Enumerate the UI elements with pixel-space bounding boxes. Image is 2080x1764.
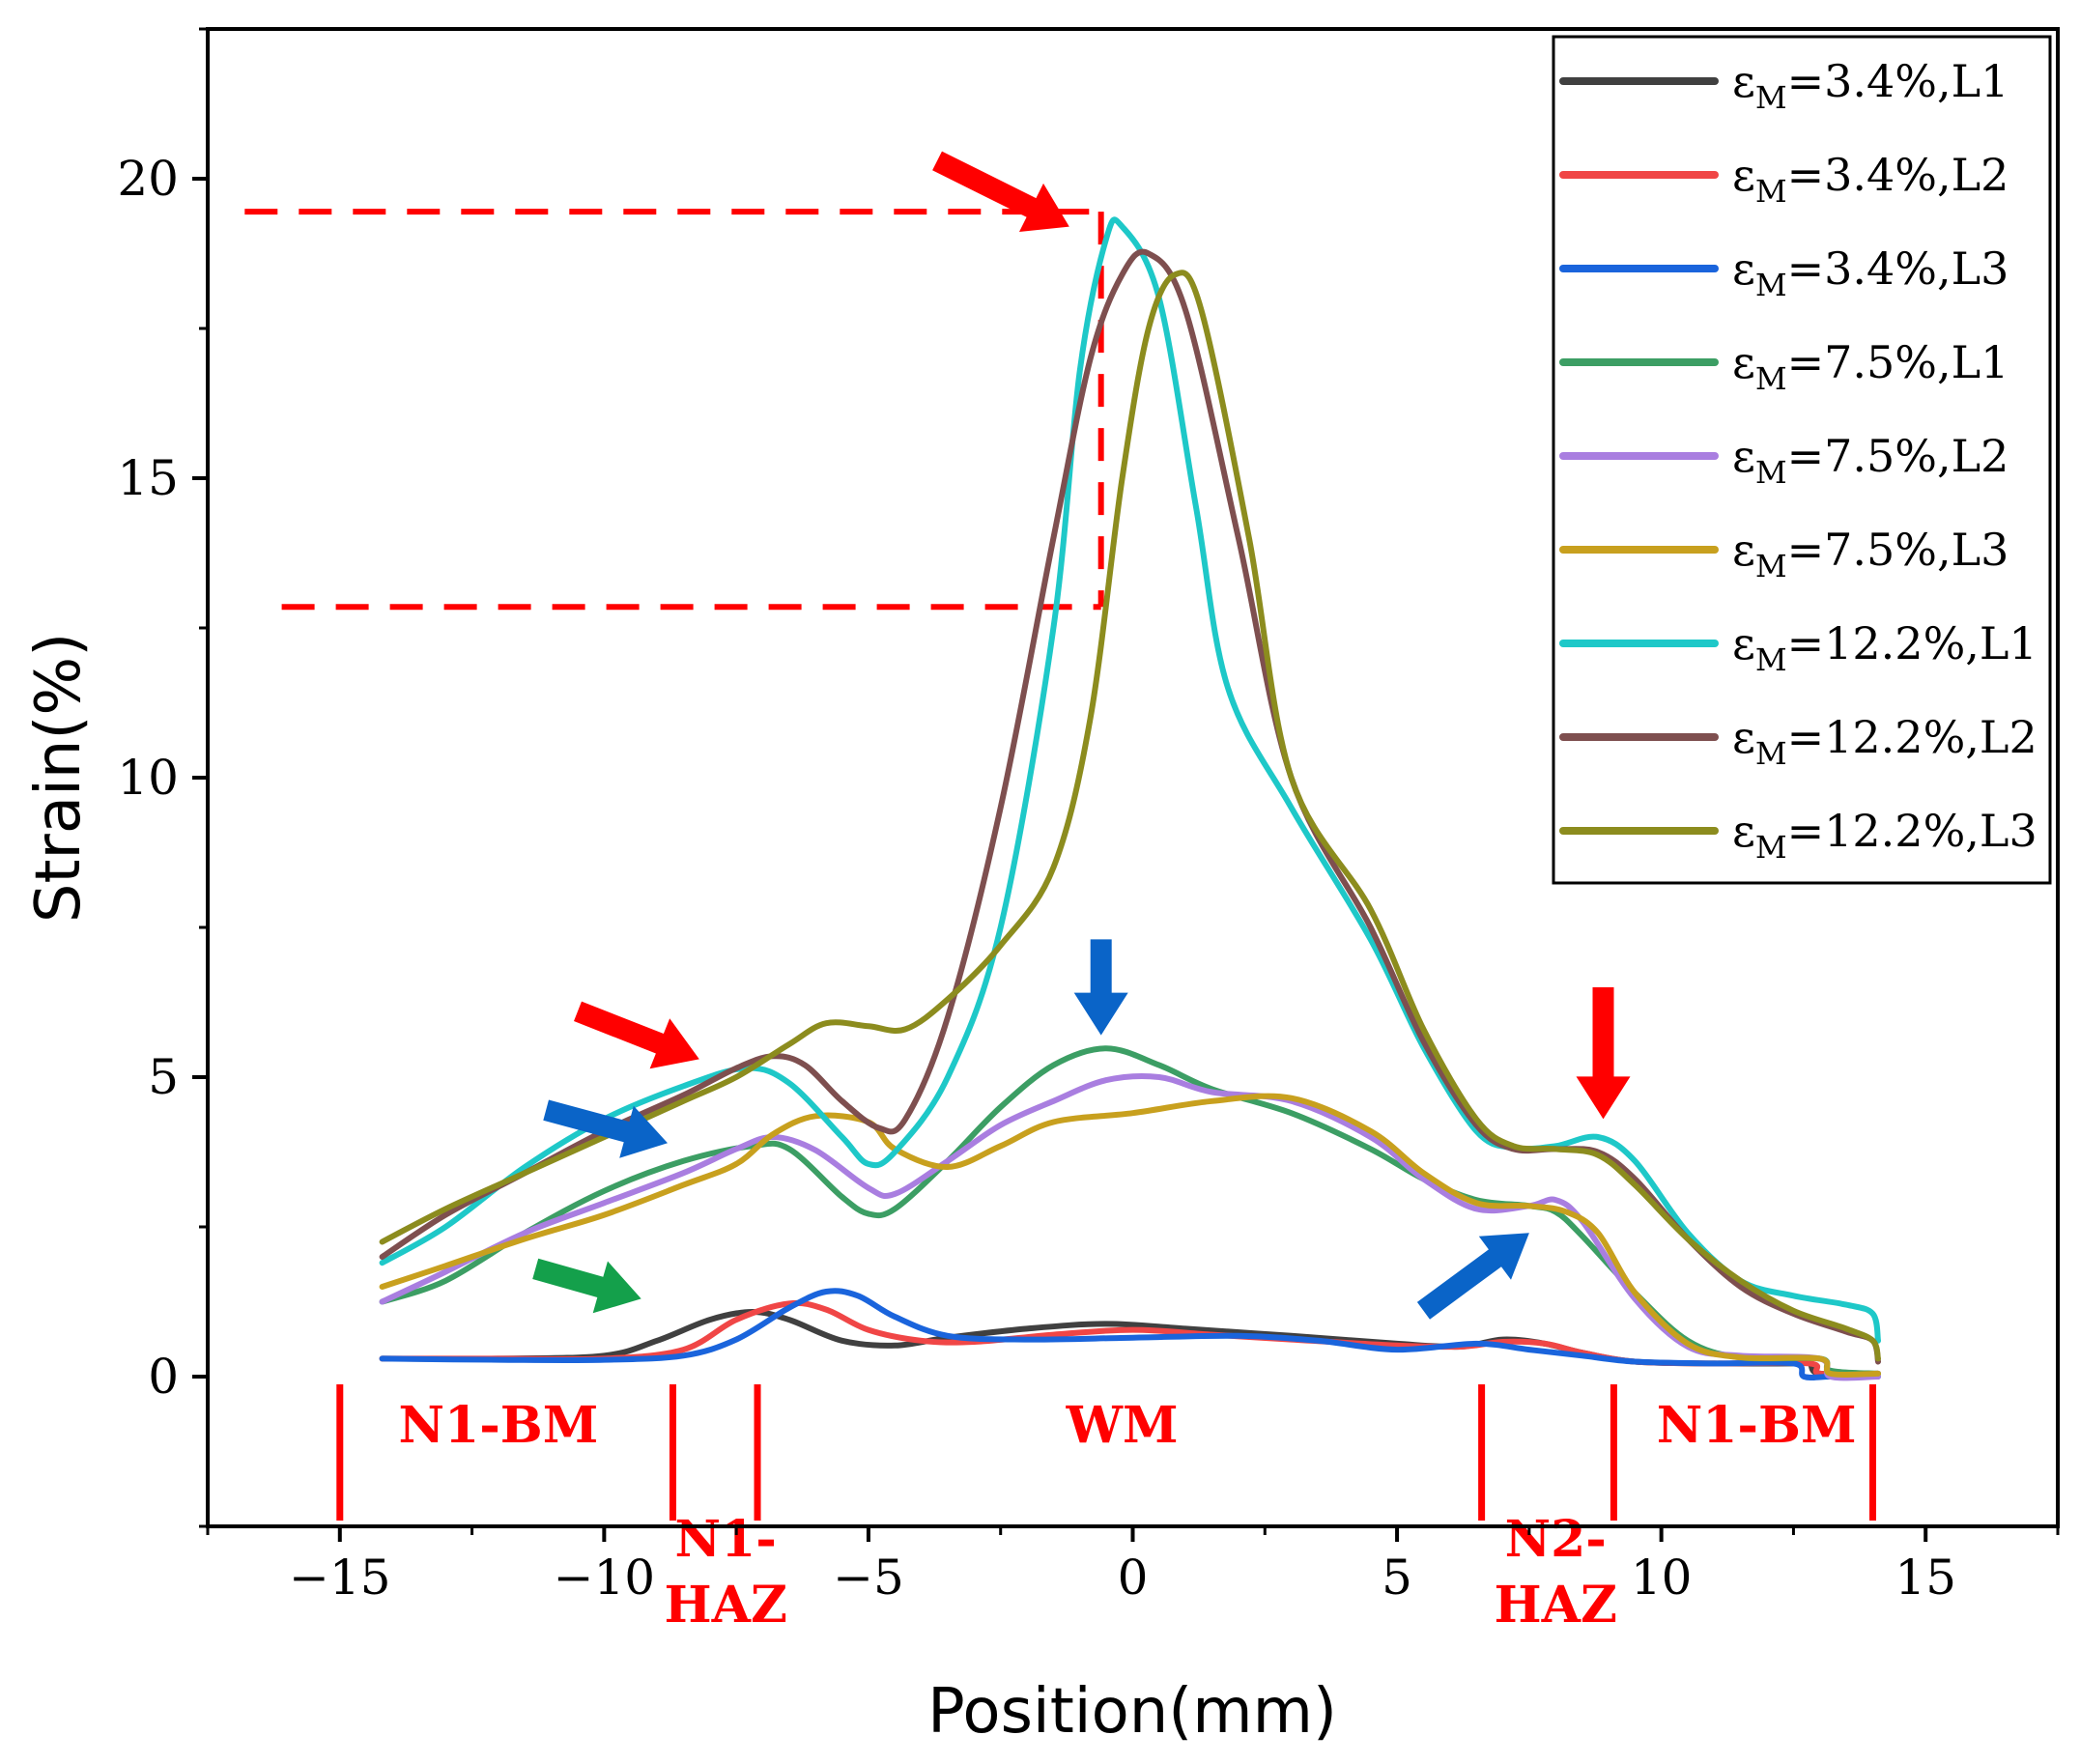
y-tick-label: 15 <box>117 450 179 506</box>
legend: εM=3.4%,L1 εM=3.4%,L2 εM=3.4%,L3 εM=7.5%,L1… <box>1552 35 2052 885</box>
zone-label-5: N2- <box>1505 1510 1607 1569</box>
legend-entry-7: εM=12.2%,L1 <box>1732 617 2037 678</box>
zone-label-2: N1- <box>675 1510 777 1569</box>
x-tick-label: 0 <box>1118 1550 1149 1606</box>
series-line-9 <box>379 270 1881 1362</box>
x-axis-title: Position(mm) <box>927 1676 1337 1748</box>
x-tick-label: 15 <box>1895 1550 1956 1606</box>
series-line-5 <box>379 1072 1881 1381</box>
arrow-3 <box>543 1099 668 1158</box>
dashed-guide-lines <box>244 209 1104 611</box>
y-tick-label: 5 <box>148 1049 179 1105</box>
arrow-4 <box>532 1258 641 1314</box>
series-line-6 <box>379 1093 1881 1379</box>
x-tick-label: −5 <box>833 1550 904 1606</box>
x-tick-label: −15 <box>289 1550 391 1606</box>
legend-entry-9: εM=12.2%,L3 <box>1732 805 2037 866</box>
legend-entry-4: εM=7.5%,L1 <box>1732 336 2009 397</box>
arrow-1 <box>932 151 1069 232</box>
arrow-6 <box>1576 987 1631 1120</box>
legend-entry-8: εM=12.2%,L2 <box>1732 711 2037 772</box>
x-tick-label: 10 <box>1631 1550 1693 1606</box>
arrow-5 <box>1073 939 1128 1036</box>
legend-entry-6: εM=7.5%,L3 <box>1732 524 2009 584</box>
zone-label-4: WM <box>1066 1396 1179 1455</box>
zone-label-7: N1-BM <box>1657 1396 1857 1455</box>
zone-label-3: HAZ <box>664 1576 786 1635</box>
x-tick-label: −10 <box>554 1550 656 1606</box>
x-tick-label: 5 <box>1382 1550 1412 1606</box>
zone-label-1: N1-BM <box>399 1396 599 1455</box>
y-tick-label: 0 <box>148 1349 179 1405</box>
legend-entry-5: εM=7.5%,L2 <box>1732 430 2009 491</box>
x-axis-ticks: −15 −10 −5 0 5 10 15 <box>206 1526 2060 1606</box>
annotation-arrows <box>532 151 1631 1320</box>
zone-markers: N1-BM N1- HAZ WM N2- HAZ N1-BM <box>336 1384 1876 1635</box>
series-lines <box>379 216 1881 1381</box>
arrow-7 <box>1416 1233 1529 1320</box>
series-line-7 <box>379 216 1881 1344</box>
arrow-2 <box>574 1001 699 1069</box>
legend-entry-3: εM=3.4%,L3 <box>1732 242 2009 303</box>
series-line-3 <box>379 1288 1881 1381</box>
legend-entry-1: εM=3.4%,L1 <box>1732 55 2009 116</box>
legend-entry-2: εM=3.4%,L2 <box>1732 149 2009 210</box>
y-axis-ticks: 0 5 10 15 20 <box>117 27 208 1528</box>
zone-label-6: HAZ <box>1494 1576 1616 1635</box>
y-tick-label: 10 <box>117 750 179 806</box>
y-tick-label: 20 <box>117 151 179 207</box>
y-axis-title: Strain(%) <box>23 633 95 923</box>
